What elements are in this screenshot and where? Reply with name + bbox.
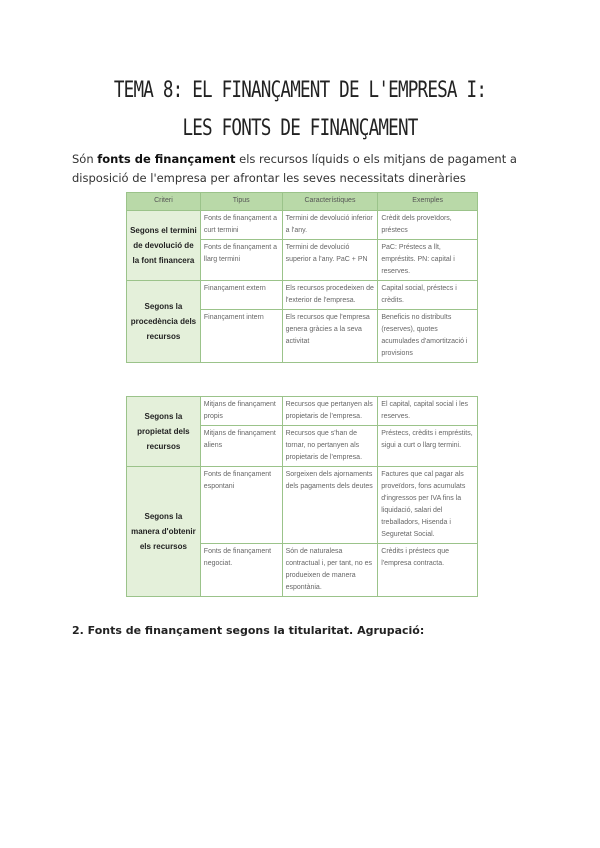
criteria-cell: Segons el termini de devolució de la fon…	[126, 210, 201, 281]
characteristics-cell: Recursos que s'han de tornar, no pertany…	[281, 425, 379, 467]
table-row: Segons la propietat dels recursos Mitjans…	[126, 396, 478, 467]
characteristics-cell: Termini de devolució superior a l'any. P…	[281, 239, 379, 281]
type-cell: Fonts de finançament espontani	[199, 466, 283, 544]
examples-cell: PaC: Préstecs a llt, empréstits. PN: cap…	[377, 239, 478, 281]
financing-table-part2: Segons la propietat dels recursos Mitjans…	[126, 396, 478, 597]
examples-cell: Beneficis no distribuïts (reserves), quo…	[377, 309, 478, 363]
header-caracteristiques: Característiques	[281, 192, 379, 211]
table-row: Segons la manera d'obtenir els recursos F…	[126, 466, 478, 597]
intro-paragraph: Són fonts de finançament els recursos lí…	[72, 150, 542, 188]
criteria-cell: Segons la propietat dels recursos	[126, 396, 201, 467]
examples-cell: Capital social, préstecs i crèdits.	[377, 280, 478, 310]
characteristics-cell: Termini de devolució inferior a l'any.	[281, 210, 379, 240]
examples-cell: El capital, capital social i les reserve…	[377, 396, 478, 426]
examples-cell: Préstecs, crèdits i empréstits, sigui a …	[377, 425, 478, 467]
type-cell: Finançament extern	[199, 280, 283, 310]
intro-text: els recursos líquids o els mitjans de pa…	[72, 152, 517, 185]
characteristics-cell: Els recursos que l'empresa genera gràcie…	[281, 309, 379, 363]
header-tipus: Tipus	[199, 192, 283, 211]
section-heading: 2. Fonts de finançament segons la titula…	[72, 624, 425, 637]
examples-cell: Crèdits i préstecs que l'empresa contrac…	[377, 543, 478, 597]
table-row: Fonts de finançament negociat. Són de nat…	[127, 543, 478, 597]
type-cell: Fonts de finançament a llarg termini	[199, 239, 283, 281]
type-cell: Fonts de finançament a curt termini	[199, 210, 283, 240]
characteristics-cell: Recursos que pertanyen als propietaris d…	[281, 396, 379, 426]
header-exemples: Exemples	[377, 192, 478, 211]
type-cell: Mitjans de finançament propis	[199, 396, 283, 426]
table-row: Mitjans de finançament aliens Recursos qu…	[127, 425, 478, 467]
type-cell: Mitjans de finançament aliens	[199, 425, 283, 467]
intro-text: Són	[72, 152, 98, 166]
financing-table-part1: Criteri Tipus Característiques Exemples …	[126, 192, 478, 363]
table-row: Finançament intern Els recursos que l'emp…	[127, 309, 478, 363]
type-cell: Finançament intern	[199, 309, 283, 363]
criteria-cell: Segons la manera d'obtenir els recursos	[126, 466, 201, 597]
table-row: Fonts de finançament a llarg termini Term…	[127, 239, 478, 281]
characteristics-cell: Són de naturalesa contractual i, per tan…	[281, 543, 379, 597]
type-cell: Fonts de finançament negociat.	[199, 543, 283, 597]
examples-cell: Crèdit dels proveïdors, préstecs	[377, 210, 478, 240]
page-title: TEMA 8: EL FINANÇAMENT DE L'EMPRESA I: L…	[113, 78, 487, 141]
intro-bold-term: fonts de finançament	[97, 152, 236, 166]
table-row: Segons el termini de devolució de la fon…	[126, 210, 478, 281]
characteristics-cell: Els recursos procedeixen de l'exterior d…	[281, 280, 379, 310]
table-row: Segons la procedència dels recursos Finan…	[126, 280, 478, 363]
examples-cell: Factures que cal pagar als proveïdors, f…	[377, 466, 478, 544]
header-criteri: Criteri	[126, 192, 201, 211]
criteria-cell: Segons la procedència dels recursos	[126, 280, 201, 363]
characteristics-cell: Sorgeixen dels ajornaments dels pagament…	[281, 466, 379, 544]
